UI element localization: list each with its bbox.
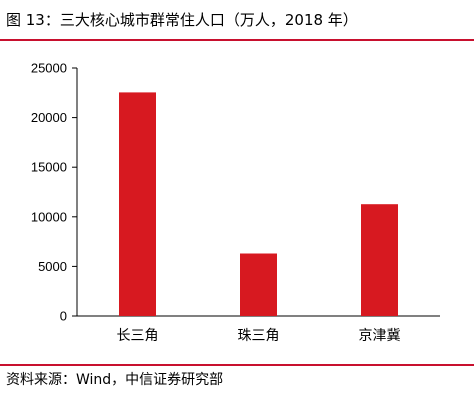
source-rule [0, 364, 474, 366]
y-tick-label: 25000 [31, 61, 67, 76]
y-tick-label: 10000 [31, 209, 67, 224]
y-tick-label: 20000 [31, 110, 67, 125]
title-rule [0, 39, 474, 41]
bar-1 [119, 92, 156, 316]
figure-title: 图 13：三大核心城市群常住人口（万人，2018 年） [6, 11, 358, 29]
y-tick-label: 0 [60, 309, 67, 324]
bar-3 [361, 204, 398, 316]
y-tick-label: 5000 [38, 259, 67, 274]
x-category-label: 珠三角 [238, 328, 280, 344]
y-tick-label: 15000 [31, 160, 67, 175]
x-category-label: 长三角 [117, 328, 159, 344]
bar-2 [240, 253, 277, 316]
x-category-label: 京津冀 [359, 328, 401, 344]
source-note: 资料来源：Wind，中信证券研究部 [6, 372, 224, 388]
